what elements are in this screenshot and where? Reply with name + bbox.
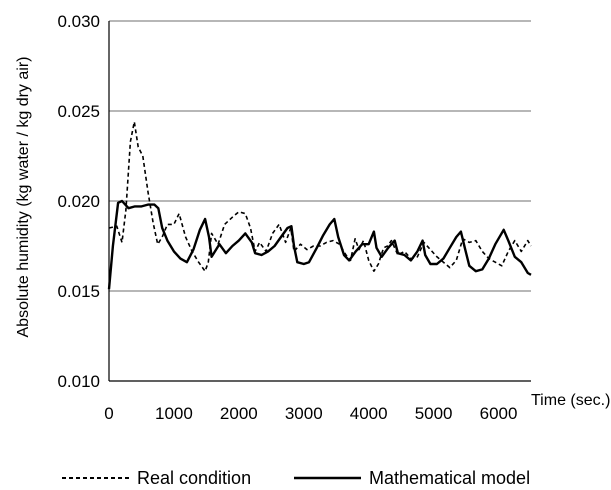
legend-label-real-condition: Real condition	[137, 468, 251, 488]
x-tick-labels: 0 1000 2000 3000 4000 5000 6000	[104, 404, 517, 423]
x-tick-label: 6000	[480, 404, 518, 423]
legend-item-real-condition: Real condition	[62, 468, 251, 488]
legend: Real condition Mathematical model	[62, 468, 530, 488]
y-tick-label: 0.030	[57, 12, 100, 31]
grid-lines	[109, 20, 531, 292]
y-tick-label: 0.010	[57, 372, 100, 391]
x-tick-label: 0	[104, 404, 113, 423]
series-line-real-condition	[108, 121, 532, 272]
series-lines	[107, 121, 532, 290]
legend-item-mathematical-model: Mathematical model	[294, 468, 530, 488]
x-tick-label: 2000	[220, 404, 258, 423]
y-tick-labels: 0.030 0.025 0.020 0.015 0.010	[57, 12, 100, 391]
x-tick-label: 3000	[285, 404, 323, 423]
y-tick-label: 0.025	[57, 102, 100, 121]
y-tick-label: 0.015	[57, 282, 100, 301]
x-tick-label: 4000	[350, 404, 388, 423]
series-line-mathematical-model	[107, 199, 532, 290]
y-tick-label: 0.020	[57, 192, 100, 211]
axes	[108, 21, 531, 382]
y-axis-title: Absolute humidity (kg water / kg dry air…	[15, 57, 32, 338]
x-tick-label: 1000	[155, 404, 193, 423]
legend-label-mathematical-model: Mathematical model	[369, 468, 530, 488]
x-tick-label: 5000	[415, 404, 453, 423]
x-axis-title: Time (sec.)	[531, 392, 610, 409]
